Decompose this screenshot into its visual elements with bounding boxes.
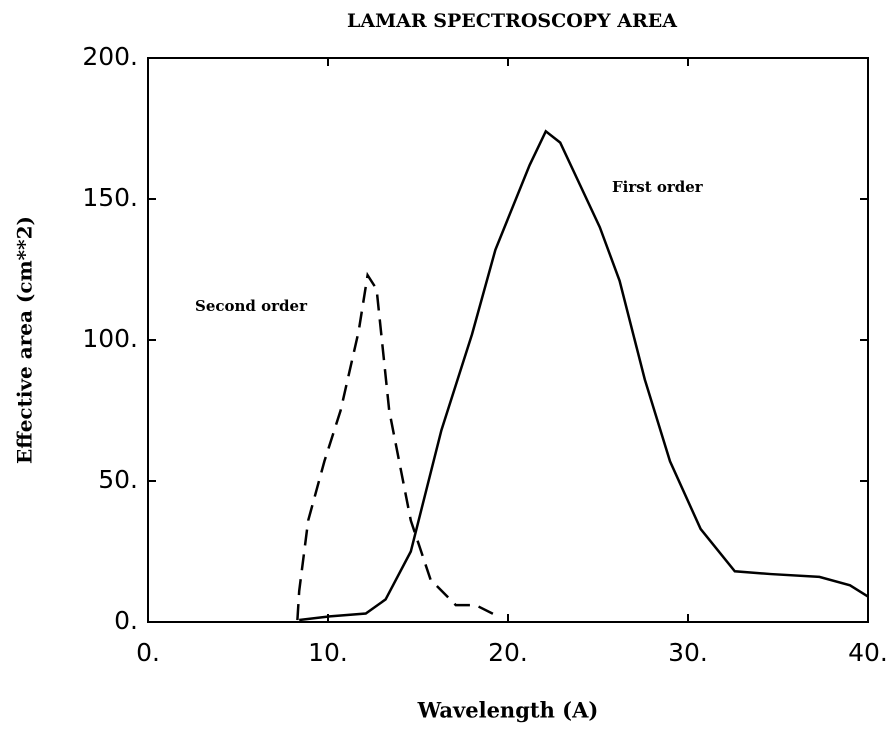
x-tick-label: 30. (668, 638, 708, 667)
series-label: Second order (195, 297, 308, 315)
x-tick-label: 0. (136, 638, 160, 667)
line-series (299, 129, 869, 622)
y-axis-label: Effective area (cm**2) (13, 216, 37, 464)
y-tick-label: 200. (82, 42, 138, 71)
y-tick-label: 100. (82, 324, 138, 353)
y-tick-label: 50. (98, 465, 138, 494)
series-label: First order (612, 178, 704, 196)
x-tick-label: 20. (488, 638, 528, 667)
x-tick-label: 40. (848, 638, 888, 667)
chart-title: LAMAR SPECTROSCOPY AREA (347, 10, 677, 32)
y-tick-label: 0. (114, 606, 138, 635)
y-tick-label: 150. (82, 183, 138, 212)
x-axis-label: Wavelength (A) (417, 698, 599, 723)
plot-frame (147, 57, 869, 623)
x-tick-label: 10. (308, 638, 348, 667)
line-series (296, 271, 496, 621)
